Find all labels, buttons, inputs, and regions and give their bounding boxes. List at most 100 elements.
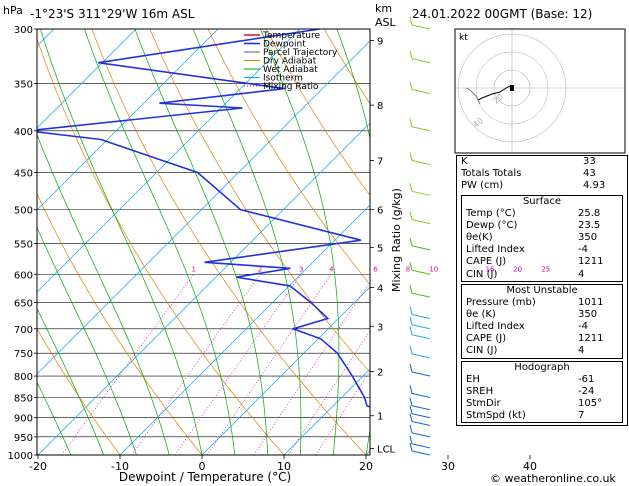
- hodograph-frame: [454, 28, 626, 154]
- legend-label: Parcel Trajectory: [263, 48, 338, 58]
- wind-barb-shaft: [411, 421, 431, 426]
- mixing-ratio-line: [253, 281, 370, 455]
- wet-adiabat-line: [134, 29, 268, 455]
- wet-adiabat-line: [37, 307, 104, 455]
- temperature-tick-label: 0: [199, 460, 206, 473]
- mixing-ratio-label: 2: [258, 265, 262, 273]
- wind-barb-flag: [409, 306, 413, 315]
- wind-barb-shaft: [411, 314, 431, 320]
- surface-row: CIN (J) 4: [466, 268, 585, 280]
- legend-label: Temperature: [262, 31, 320, 41]
- hodograph-ring-3: [457, 33, 567, 143]
- wet-adiabat-line: [260, 29, 340, 455]
- pressure-tick-label: 750: [14, 349, 33, 360]
- hodo-row: StmSpd (kt) 7: [466, 410, 585, 422]
- legend-label: Dewpoint: [263, 40, 306, 50]
- hodograph-unit: kt: [459, 33, 468, 43]
- surface-row: CAPE (J) 1211: [466, 256, 604, 268]
- mixing-ratio-line: [206, 274, 332, 455]
- isotherm-line: [37, 29, 219, 211]
- footer-credit: © weatheronline.co.uk: [490, 472, 616, 485]
- wind-barb-flag: [409, 413, 413, 422]
- wind-barb-flag: [409, 81, 413, 90]
- isotherm-line: [283, 368, 370, 455]
- isotherm-line: [201, 286, 370, 455]
- dry-adiabat-line: [37, 193, 203, 455]
- surface-title: Surface: [522, 195, 562, 207]
- mixing-ratio-labels: 1 2 3 4 6 8 10 16 20 25: [191, 265, 550, 273]
- hodograph-table-title: Hodograph: [514, 361, 570, 373]
- pressure-tick-label: 900: [14, 414, 33, 425]
- pressure-tick-label: 600: [14, 270, 33, 281]
- index-row-k: K 33: [461, 156, 596, 167]
- isotherm-line: [37, 29, 301, 293]
- surface-row: Lifted Index -4: [466, 244, 588, 256]
- legend-label: Wet Adiabat: [263, 65, 318, 75]
- datetime-label: 24.01.2022 00GMT (Base: 12): [412, 7, 592, 21]
- mixing-ratio-line: [174, 274, 302, 455]
- dry-adiabat-line: [37, 37, 285, 455]
- temperature-tick-label: -10: [111, 460, 129, 473]
- wind-barb-flag: [409, 424, 413, 433]
- pressure-tick-label: 650: [14, 299, 33, 310]
- hodograph-ring-2: [475, 51, 549, 125]
- altitude-tick-label: 8: [377, 101, 383, 112]
- wet-adiabat-line: [192, 29, 302, 455]
- wind-barb-flag: [409, 183, 413, 192]
- mixing-ratio-label: 4: [329, 265, 334, 273]
- altitude-tick-label: 5: [377, 243, 383, 254]
- wind-barb-flag: [409, 50, 413, 59]
- most-unstable-title: Most Unstable: [506, 284, 578, 296]
- wind-barb-flag: [409, 326, 413, 335]
- pressure-axis: 300 350 400 450 500 550 600 650 700 750 800 850 900 9…: [8, 25, 37, 462]
- hodograph-storm-marker: [510, 85, 514, 91]
- wet-adiabat-line: [84, 29, 236, 455]
- altitude-tick-label: 3: [377, 322, 383, 333]
- wind-barb-flag: [409, 316, 413, 325]
- temperature-tick-label: 40: [523, 460, 537, 473]
- pressure-tick-label: 1000: [8, 451, 33, 462]
- pressure-tick-label: 450: [14, 168, 33, 179]
- mixing-ratio-line: [287, 330, 370, 455]
- temperature-tick-label: 30: [441, 460, 455, 473]
- wind-barb-shaft: [411, 371, 431, 377]
- mixing-ratio-label: 8: [406, 265, 410, 273]
- mu-row: θe (K) 350: [466, 308, 598, 320]
- wind-barb-flag: [409, 442, 413, 452]
- asl-label: ASL: [375, 16, 397, 29]
- wind-barb-shaft: [411, 58, 431, 64]
- wind-barb-shaft: [411, 324, 431, 330]
- altitude-tick-label: 6: [377, 206, 383, 217]
- temperature-tick-label: -20: [29, 460, 47, 473]
- pressure-tick-label: 850: [14, 393, 33, 404]
- mixing-ratio-axis-title: Mixing Ratio (g/kg): [390, 188, 403, 292]
- temperature-tick-label: 10: [277, 460, 291, 473]
- wind-barb-flag: [409, 435, 413, 444]
- plot-frame: [36, 28, 371, 456]
- wind-barb-shaft: [411, 353, 431, 359]
- wind-barb-flag: [409, 262, 413, 271]
- wet-adiabat-line: [37, 226, 137, 455]
- dry-adiabat-line: [37, 328, 121, 455]
- mu-row: CAPE (J) 1211: [466, 333, 604, 345]
- hodo-row: SREH -24: [466, 385, 595, 397]
- altitude-tick-label: 2: [377, 368, 383, 379]
- pressure-tick-label: 300: [14, 25, 33, 36]
- pressure-tick-label: 550: [14, 239, 33, 250]
- mixing-ratio-label: 20: [513, 265, 522, 273]
- wind-barb-flag: [409, 16, 413, 26]
- location-label: -1°23'S 311°29'W 16m ASL: [30, 7, 195, 21]
- hodo-row: EH -61: [466, 373, 595, 385]
- wind-barb-shaft: [411, 413, 431, 419]
- pressure-tick-label: 950: [14, 433, 33, 444]
- dry-adiabat-line: [91, 29, 367, 455]
- indices-table: K 33 Totals Totals 43 PW (cm) 4.93 Surface …: [456, 155, 628, 427]
- wet-adiabat-line: [37, 381, 72, 455]
- hpa-label: hPa: [3, 4, 23, 17]
- altitude-axis: 9 8 7 6 5 4 3 2 1 LCL: [370, 37, 396, 456]
- pressure-tick-label: 500: [14, 206, 33, 217]
- mixing-ratio-label: 3: [299, 265, 303, 273]
- wet-adiabat-line: [399, 29, 437, 455]
